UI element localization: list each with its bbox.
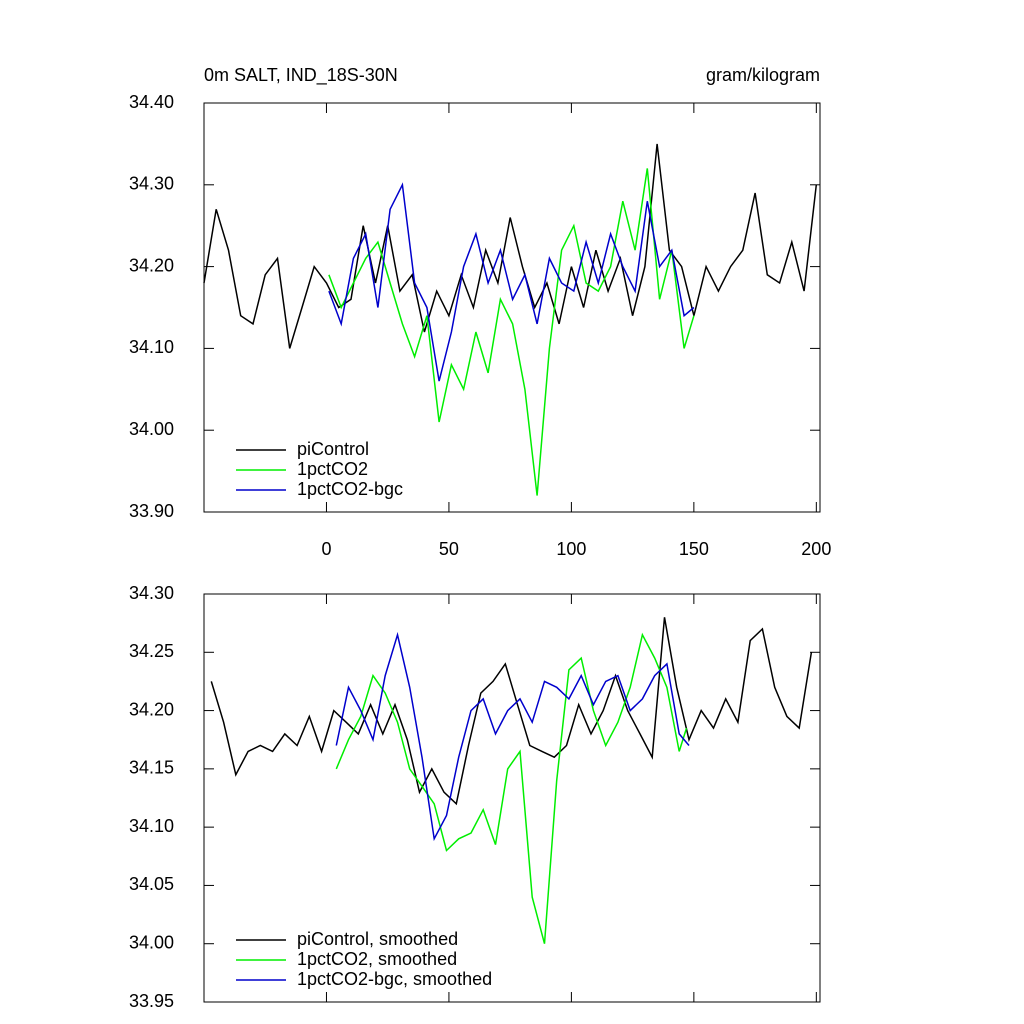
- y-tick-label: 34.30: [129, 174, 174, 194]
- series-line: [203, 143, 818, 349]
- y-tick-label: 33.90: [129, 501, 174, 521]
- legend-label: 1pctCO2, smoothed: [297, 949, 457, 969]
- chart-title: 0m SALT, IND_18S-30N: [204, 65, 398, 86]
- y-tick-label: 34.20: [129, 255, 174, 275]
- x-tick-label: 200: [801, 539, 831, 559]
- y-tick-label: 34.25: [129, 641, 174, 661]
- y-tick-label: 34.10: [129, 816, 174, 836]
- y-tick-label: 34.00: [129, 419, 174, 439]
- legend-label: 1pctCO2-bgc: [297, 479, 403, 499]
- legend-label: 1pctCO2-bgc, smoothed: [297, 969, 492, 989]
- y-tick-label: 34.00: [129, 932, 174, 952]
- series-line: [210, 617, 813, 806]
- x-tick-label: 0: [321, 539, 331, 559]
- legend-label: piControl, smoothed: [297, 929, 458, 949]
- y-tick-label: 34.40: [129, 92, 174, 112]
- x-tick-label: 50: [439, 539, 459, 559]
- series-line: [328, 168, 695, 496]
- series-line: [328, 182, 695, 382]
- x-tick-label: 100: [556, 539, 586, 559]
- y-tick-label: 34.10: [129, 337, 174, 357]
- series-line: [335, 631, 690, 842]
- units-label: gram/kilogram: [706, 65, 820, 85]
- legend-label: piControl: [297, 439, 369, 459]
- series-line: [335, 632, 688, 944]
- plot-frame: [203, 593, 821, 1003]
- y-tick-label: 34.30: [129, 583, 174, 603]
- y-tick-label: 33.95: [129, 991, 174, 1011]
- y-tick-label: 34.05: [129, 874, 174, 894]
- y-tick-label: 34.20: [129, 699, 174, 719]
- y-tick-label: 34.15: [129, 758, 174, 778]
- x-tick-label: 150: [679, 539, 709, 559]
- plot-frame: [203, 102, 821, 513]
- legend-label: 1pctCO2: [297, 459, 368, 479]
